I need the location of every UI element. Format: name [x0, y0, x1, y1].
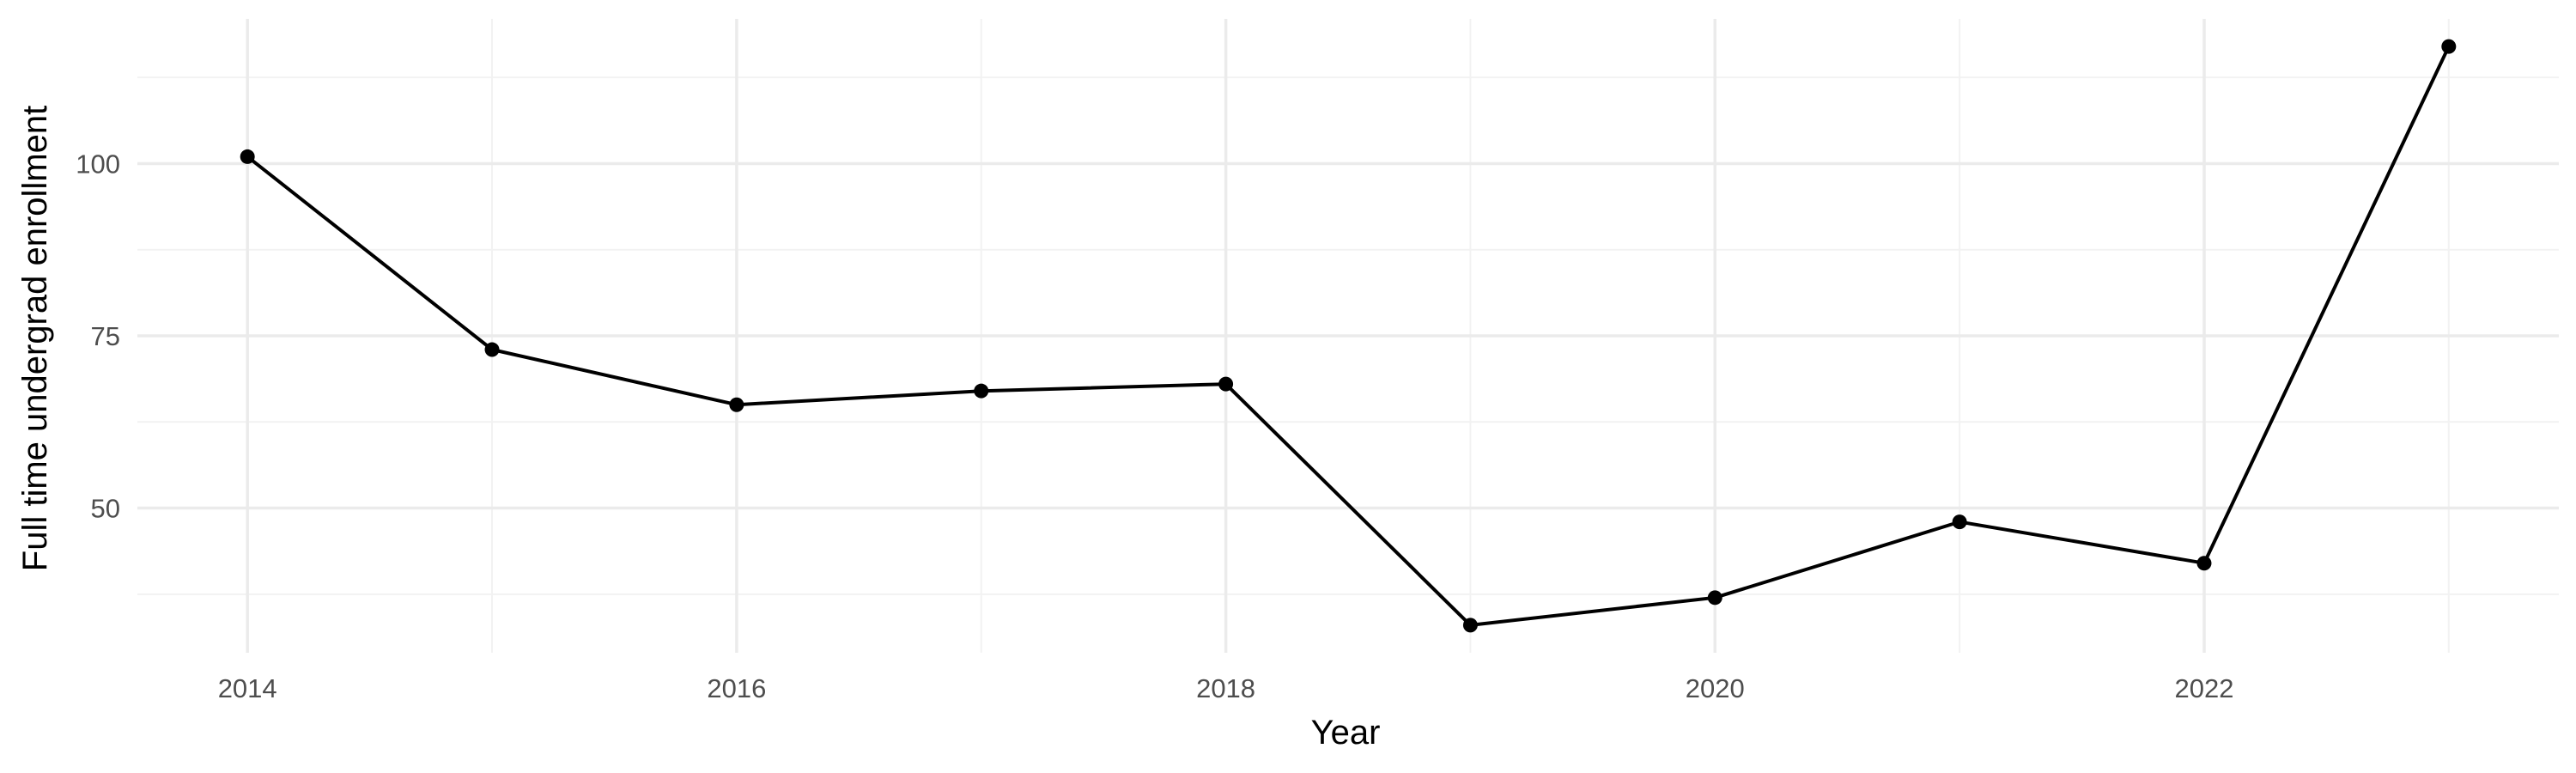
series-line [246, 46, 2451, 627]
y-tick-label: 50 [91, 494, 120, 524]
series-line-layer [246, 46, 2451, 627]
x-tick-label: 2020 [1686, 673, 1745, 703]
y-tick-label: 100 [76, 149, 120, 179]
data-point [1707, 590, 1722, 606]
data-point [974, 383, 989, 399]
data-point [1462, 618, 1478, 633]
data-point [1218, 376, 1234, 392]
data-point [2196, 556, 2212, 571]
x-tick-label: 2022 [2174, 673, 2233, 703]
y-tick-label: 75 [91, 321, 120, 351]
data-point [729, 397, 744, 412]
x-axis-title: Year [1311, 714, 1381, 752]
x-axis-tick-labels: 2014 2016 2018 2020 2022 [218, 673, 2234, 703]
data-point [1952, 514, 1967, 530]
y-axis-tick-labels: 50 75 100 [76, 149, 120, 523]
major-gridlines [137, 19, 2559, 653]
x-tick-label: 2016 [707, 673, 766, 703]
data-point [240, 149, 255, 164]
data-point [484, 342, 500, 357]
y-axis-title: Full time undergrad enrollment [16, 106, 54, 571]
x-tick-label: 2014 [218, 673, 277, 703]
series-points-layer [240, 39, 2457, 633]
data-point [2441, 39, 2457, 54]
x-tick-label: 2018 [1196, 673, 1255, 703]
